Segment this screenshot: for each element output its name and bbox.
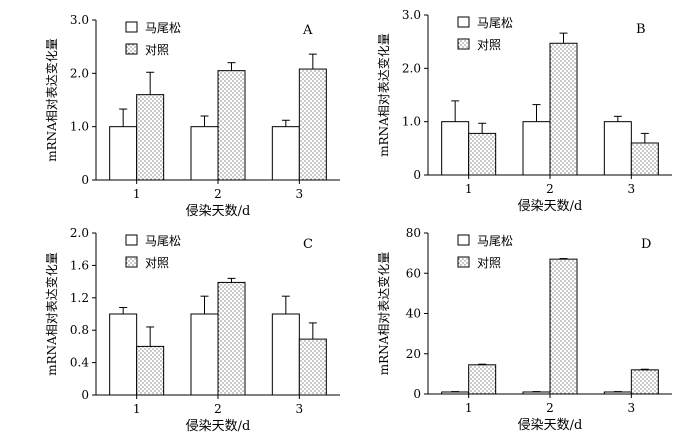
legend-swatch: [457, 38, 470, 50]
x-tick-label: 2: [214, 187, 222, 201]
x-tick-label: 2: [546, 401, 554, 415]
bar-control: [549, 258, 578, 395]
bar-control: [630, 369, 659, 395]
legend-swatch: [457, 234, 470, 246]
bar-treatment: [603, 121, 632, 176]
y-axis-title: mRNA相对表达变化量: [44, 38, 59, 162]
bar-control: [549, 42, 578, 176]
y-tick-label: 2.0: [402, 61, 421, 75]
x-axis-title: 侵染天数/d: [186, 203, 251, 219]
y-tick-label: 60: [406, 266, 421, 280]
bar-treatment: [603, 391, 632, 395]
y-tick-label: 1.0: [402, 115, 421, 129]
panel-label: B: [636, 22, 646, 37]
legend-swatch: [125, 21, 138, 33]
y-tick-label: 3.0: [402, 8, 421, 22]
bar-treatment: [441, 391, 470, 395]
y-tick-label: 3.0: [70, 13, 89, 27]
y-tick-label: 40: [406, 307, 421, 321]
bar-control: [217, 281, 246, 396]
bar-treatment: [190, 313, 219, 396]
x-tick-label: 1: [465, 182, 473, 196]
legend-label: 对照: [477, 256, 501, 270]
y-tick-label: 1.6: [70, 258, 89, 272]
y-tick-label: 2.0: [70, 226, 89, 240]
x-tick-label: 3: [628, 182, 636, 196]
bar-control: [468, 364, 497, 395]
bar-control: [136, 94, 165, 181]
x-tick-label: 2: [546, 182, 554, 196]
y-axis-title: mRNA相对表达变化量: [44, 252, 59, 376]
y-axis-title: mRNA相对表达变化量: [376, 33, 391, 157]
legend-swatch: [125, 43, 138, 55]
y-tick-label: 0: [413, 168, 421, 182]
bar-treatment: [190, 126, 219, 181]
y-tick-label: 0: [81, 173, 89, 187]
bar-treatment: [522, 391, 551, 395]
bar-treatment: [109, 126, 138, 181]
legend-label: 马尾松: [477, 234, 513, 248]
x-tick-label: 1: [133, 187, 141, 201]
y-tick-label: 1.0: [70, 120, 89, 134]
legend-swatch: [457, 16, 470, 28]
bar-control: [298, 68, 327, 181]
y-axis-title: mRNA相对表达变化量: [376, 252, 391, 376]
y-tick-label: 0: [413, 387, 421, 401]
y-tick-label: 80: [406, 226, 421, 240]
x-tick-label: 3: [296, 402, 304, 416]
legend-label: 马尾松: [145, 234, 181, 248]
y-tick-label: 0.4: [70, 356, 89, 370]
bar-treatment: [109, 313, 138, 396]
bar-control: [217, 70, 246, 181]
legend-label: 马尾松: [477, 16, 513, 30]
y-tick-label: 20: [406, 347, 421, 361]
bar-control: [468, 132, 497, 176]
legend-label: 马尾松: [145, 21, 181, 35]
x-tick-label: 3: [628, 401, 636, 415]
y-tick-label: 0: [81, 388, 89, 402]
x-tick-label: 1: [465, 401, 473, 415]
legend-label: 对照: [145, 43, 169, 57]
panel-label: A: [302, 23, 313, 38]
legend-swatch: [125, 256, 138, 268]
y-tick-label: 1.2: [70, 291, 89, 305]
legend-swatch: [125, 234, 138, 246]
legend-swatch: [457, 256, 470, 268]
legend-label: 对照: [145, 256, 169, 270]
panel-label: D: [641, 237, 651, 252]
bar-control: [136, 345, 165, 396]
bar-control: [630, 142, 659, 176]
x-tick-label: 2: [214, 402, 222, 416]
y-tick-label: 0.8: [70, 323, 89, 337]
bar-control: [298, 338, 327, 396]
bar-treatment: [522, 121, 551, 176]
x-axis-title: 侵染天数/d: [518, 417, 583, 433]
x-tick-label: 3: [296, 187, 304, 201]
x-tick-label: 1: [133, 402, 141, 416]
legend-label: 对照: [477, 38, 501, 52]
bar-treatment: [441, 121, 470, 176]
y-tick-label: 2.0: [70, 66, 89, 80]
bar-treatment: [271, 126, 300, 181]
bar-treatment: [271, 313, 300, 396]
x-axis-title: 侵染天数/d: [518, 198, 583, 214]
panel-label: C: [303, 237, 313, 252]
x-axis-title: 侵染天数/d: [186, 418, 251, 434]
